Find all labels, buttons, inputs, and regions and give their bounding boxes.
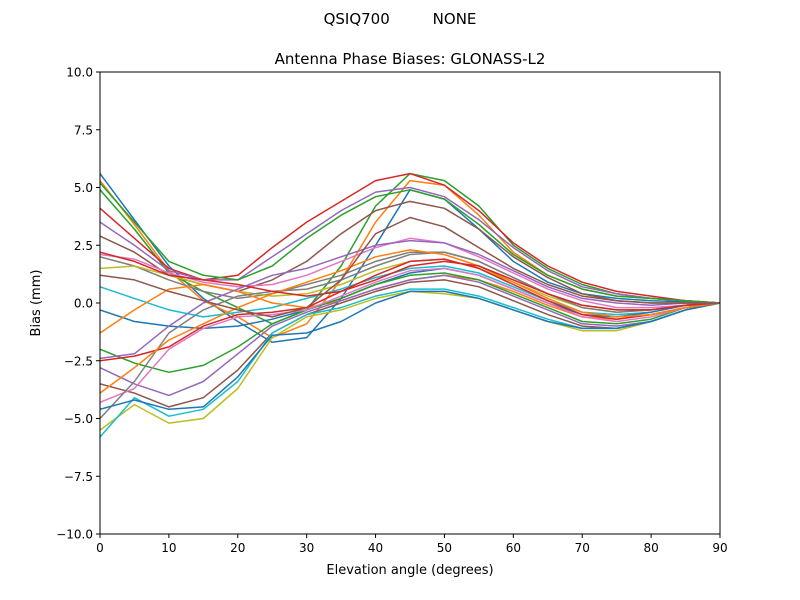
x-tick-label: 0 xyxy=(96,541,104,555)
series-line-26 xyxy=(100,216,720,318)
series-line-22 xyxy=(100,249,720,394)
x-tick-label: 10 xyxy=(161,541,176,555)
x-axis: 0 10 20 30 40 50 60 70 80 90 xyxy=(96,534,728,555)
y-axis: −10.0 −7.5 −5.0 −2.5 0.0 2.5 5.0 7.5 10.0 xyxy=(56,66,100,542)
y-tick-label: 2.5 xyxy=(74,239,93,253)
y-tick-label: −10.0 xyxy=(56,528,93,542)
series-line-15 xyxy=(100,274,720,397)
x-tick-label: 80 xyxy=(643,541,658,555)
figure-suptitle: QSIQ700 NONE xyxy=(324,10,477,28)
x-tick-label: 60 xyxy=(506,541,521,555)
x-tick-label: 70 xyxy=(575,541,590,555)
series-line-24 xyxy=(100,251,720,311)
y-tick-label: 10.0 xyxy=(66,66,93,80)
y-tick-label: −5.0 xyxy=(64,412,93,426)
series-line-7 xyxy=(100,237,720,309)
y-tick-label: 7.5 xyxy=(74,123,93,137)
series-line-17 xyxy=(100,267,720,403)
series-line-25 xyxy=(100,239,720,360)
y-axis-label: Bias (mm) xyxy=(29,270,44,337)
x-axis-label: Elevation angle (degrees) xyxy=(326,563,493,578)
series-line-23 xyxy=(100,182,720,304)
y-tick-label: 5.0 xyxy=(74,181,93,195)
chart-title: Antenna Phase Biases: GLONASS-L2 xyxy=(275,50,546,68)
y-tick-label: 0.0 xyxy=(74,297,93,311)
series-line-21 xyxy=(100,290,720,411)
x-tick-label: 20 xyxy=(230,541,245,555)
series-line-13 xyxy=(100,272,720,374)
y-tick-label: −2.5 xyxy=(64,354,93,368)
series-line-18 xyxy=(100,251,720,420)
series-line-14 xyxy=(100,258,720,362)
series-lines xyxy=(100,172,720,438)
x-tick-label: 90 xyxy=(712,541,727,555)
y-tick-label: −7.5 xyxy=(64,470,93,484)
series-line-10 xyxy=(100,265,720,318)
x-tick-label: 50 xyxy=(437,541,452,555)
x-tick-label: 30 xyxy=(299,541,314,555)
x-tick-label: 40 xyxy=(368,541,383,555)
